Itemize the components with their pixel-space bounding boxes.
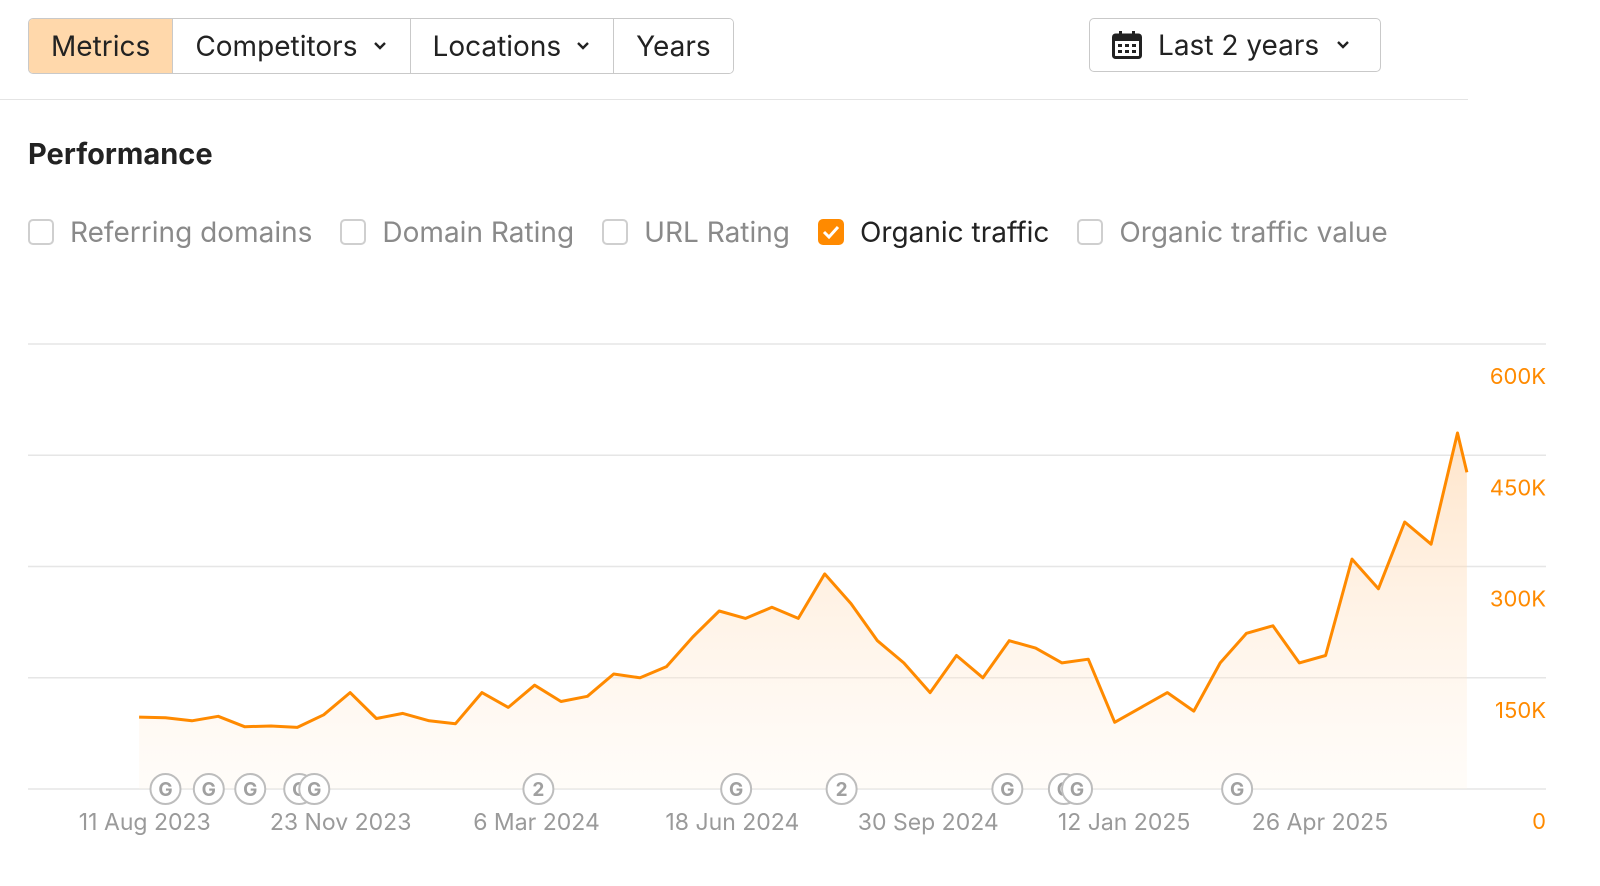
checkmark: [822, 225, 840, 239]
update-marker: [991, 773, 1024, 805]
metric-toggle[interactable]: Organic traffic: [817, 212, 1050, 252]
checkbox[interactable]: [817, 219, 844, 245]
tab[interactable]: Metrics: [29, 19, 174, 73]
x-tick-label: 30 Sep 2024: [858, 808, 999, 836]
tab[interactable]: Years: [614, 19, 733, 73]
update-marker: [825, 773, 858, 805]
checkbox[interactable]: [340, 219, 367, 245]
tab[interactable]: Competitors: [173, 19, 411, 73]
update-marker: [522, 773, 555, 805]
checkbox[interactable]: [602, 219, 629, 245]
update-marker: [149, 773, 182, 805]
line: [139, 431, 1469, 729]
divider: [0, 99, 1468, 100]
update-marker: [234, 773, 267, 805]
update-marker: [1221, 773, 1254, 805]
chevron: [373, 42, 386, 50]
tab-label: Locations: [432, 29, 562, 63]
tab-label: Years: [636, 29, 711, 63]
tab[interactable]: Locations: [410, 19, 615, 73]
x-tick-label: 23 Nov 2023: [270, 808, 412, 836]
metric-toggles: Referring domains Domain Rating URL Rating…: [28, 212, 1388, 252]
metric-label: Organic traffic: [859, 215, 1050, 249]
y-tick-label: 150K: [1495, 698, 1546, 724]
x-tick-label: 11 Aug 2023: [79, 808, 211, 836]
date-range-button[interactable]: Last 2 years: [1089, 18, 1381, 72]
y-tick-label: 300K: [1490, 587, 1546, 613]
chart: 0 150K 300K 450K 600K 11 Aug 2023 23 Nov 2023 6…: [28, 343, 1546, 836]
date-range-label: Last 2 years: [1158, 28, 1320, 62]
update-marker: [1061, 773, 1094, 805]
y-tick-label: 0: [1532, 809, 1546, 835]
metric-label: URL Rating: [644, 215, 790, 249]
checkbox[interactable]: [1077, 219, 1104, 245]
update-marker-label: G: [158, 778, 172, 801]
x-tick-label: 18 Jun 2024: [665, 808, 799, 836]
update-marker-label: G: [202, 778, 216, 801]
update-marker-label: G: [1230, 778, 1244, 801]
metric-toggle[interactable]: URL Rating: [602, 212, 790, 252]
metric-toggle[interactable]: Referring domains: [28, 212, 312, 252]
chevron: [1337, 41, 1350, 49]
calendar-icon: [1112, 31, 1142, 59]
metric-label: Organic traffic value: [1119, 215, 1388, 249]
update-marker-label: 2: [836, 778, 848, 801]
update-marker-label: G: [1000, 778, 1014, 801]
section-title: Performance: [28, 136, 213, 171]
tab-bar: Metrics Competitors Locations Years: [28, 18, 734, 74]
x-tick-label: 6 Mar 2024: [473, 808, 600, 836]
y-tick-label: 450K: [1490, 475, 1546, 501]
tab-label: Competitors: [195, 29, 358, 63]
y-tick-label: 600K: [1490, 364, 1546, 390]
update-marker: [298, 773, 331, 805]
update-marker-label: G: [243, 778, 257, 801]
update-marker: [720, 773, 753, 805]
metric-toggle[interactable]: Domain Rating: [340, 212, 574, 252]
update-marker-label: G: [307, 778, 321, 801]
update-marker: [192, 773, 225, 805]
metric-label: Referring domains: [70, 215, 313, 249]
update-marker-label: G: [729, 778, 743, 801]
update-marker-label: 2: [532, 778, 544, 801]
x-tick-label: 26 Apr 2025: [1252, 808, 1388, 836]
metric-toggle[interactable]: Organic traffic value: [1077, 212, 1388, 252]
checkbox[interactable]: [28, 219, 54, 245]
update-marker-label: G: [1070, 778, 1084, 801]
x-tick-label: 12 Jan 2025: [1058, 808, 1191, 836]
chevron: [577, 42, 590, 50]
metric-label: Domain Rating: [382, 215, 575, 249]
tab-label: Metrics: [51, 29, 151, 63]
